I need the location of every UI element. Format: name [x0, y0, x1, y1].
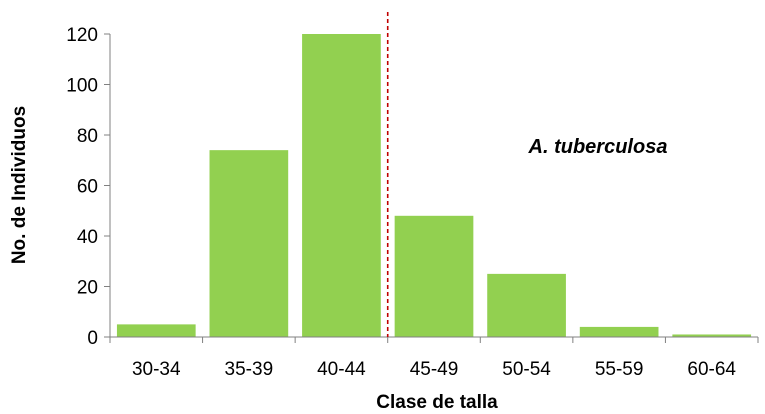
bar — [209, 150, 289, 337]
x-tick-label: 50-54 — [502, 359, 551, 380]
bar — [672, 334, 752, 337]
bar — [487, 273, 566, 337]
y-tick-label: 0 — [87, 328, 98, 349]
x-axis-title: Clase de talla — [376, 392, 498, 413]
y-tick-label: 40 — [77, 227, 98, 248]
y-axis: 0 20 40 60 80 100 120 — [66, 25, 111, 349]
bar — [579, 326, 659, 337]
x-tick-label: 35-39 — [225, 359, 274, 380]
x-tick-label: 30-34 — [132, 359, 181, 380]
bars — [116, 34, 752, 337]
y-tick-label: 120 — [66, 25, 98, 46]
y-axis-title: No. de Individuos — [9, 106, 30, 264]
bar — [302, 34, 381, 337]
x-tick-label: 40-44 — [317, 359, 366, 380]
y-tick-label: 60 — [77, 177, 98, 198]
x-axis: 30-34 35-39 40-44 45-49 50-54 55-59 60-64 — [109, 336, 759, 380]
y-tick-label: 80 — [77, 126, 98, 147]
x-tick-label: 60-64 — [687, 359, 736, 380]
species-annotation: A. tuberculosa — [528, 136, 668, 158]
x-tick-label: 55-59 — [595, 359, 644, 380]
x-tick-label: 45-49 — [410, 359, 459, 380]
y-tick-label: 100 — [66, 76, 98, 97]
bar — [116, 324, 196, 337]
y-tick-label: 20 — [77, 278, 98, 299]
bar — [394, 215, 474, 337]
